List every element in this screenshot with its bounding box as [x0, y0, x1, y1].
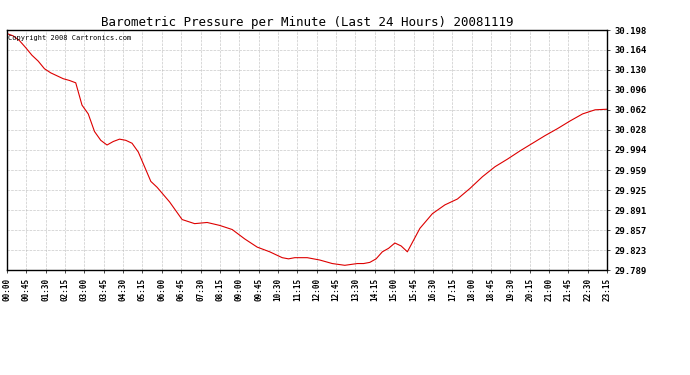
Text: Copyright 2008 Cartronics.com: Copyright 2008 Cartronics.com: [8, 35, 131, 41]
Title: Barometric Pressure per Minute (Last 24 Hours) 20081119: Barometric Pressure per Minute (Last 24 …: [101, 16, 513, 29]
